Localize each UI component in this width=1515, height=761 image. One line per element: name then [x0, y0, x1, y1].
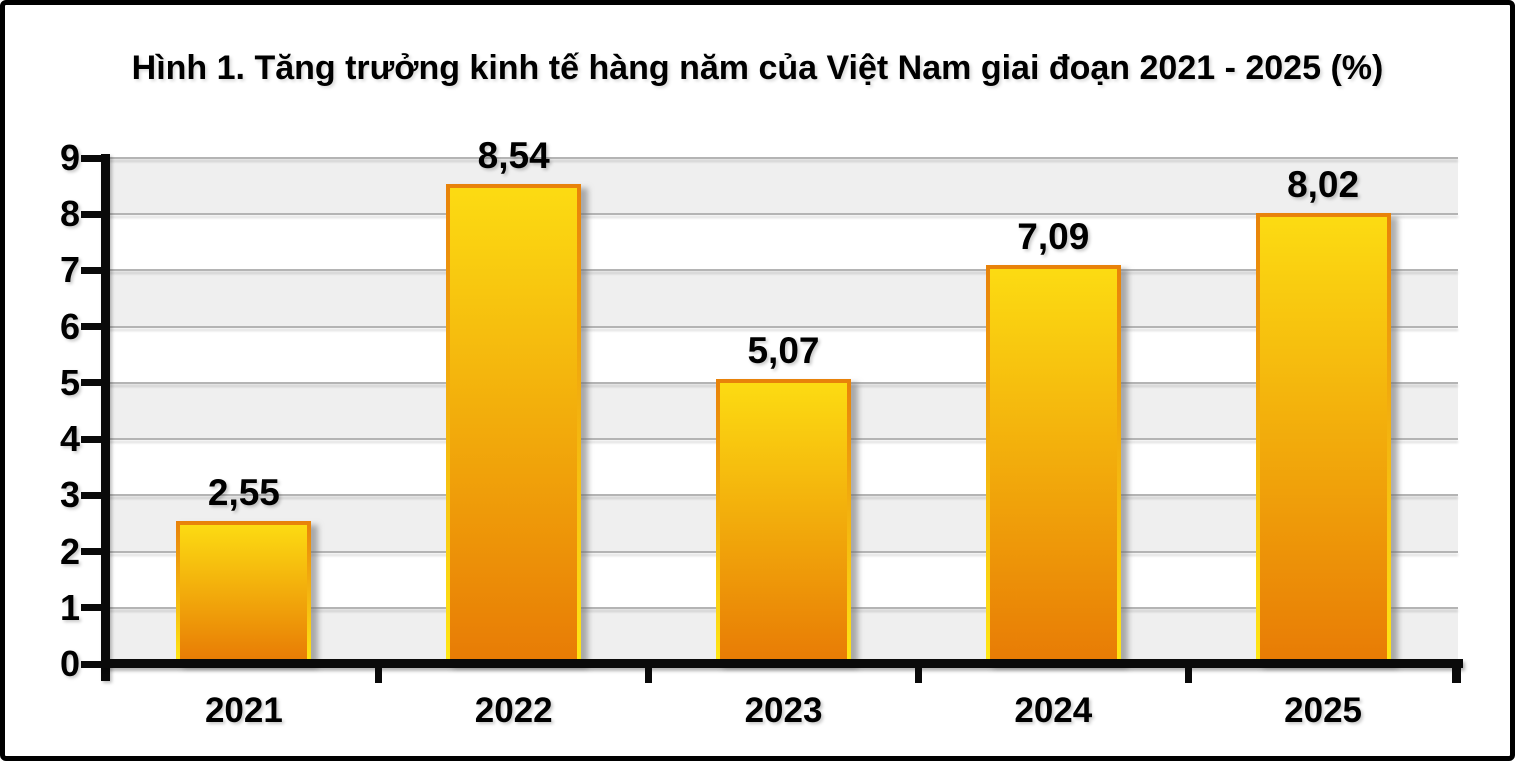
- y-axis-label-0: 0: [59, 643, 80, 684]
- y-axis-tick: [81, 435, 109, 443]
- bar-fill: [180, 524, 308, 660]
- plot-band: [109, 158, 1458, 215]
- value-label-2025: 8,02: [1287, 164, 1360, 206]
- gridline: [109, 213, 1458, 216]
- bar-fill: [989, 269, 1117, 660]
- y-axis-tick: [81, 154, 109, 162]
- plot-band: [109, 214, 1458, 271]
- y-axis-label-5: 5: [59, 361, 80, 403]
- y-axis-tick: [81, 604, 109, 612]
- x-axis-tick: [375, 659, 383, 683]
- x-axis-end-tick: [1452, 659, 1461, 683]
- x-axis-label-2022: 2022: [474, 691, 553, 730]
- gridline: [109, 325, 1458, 328]
- bar-chart: 2,55 2021 8,54 2022 5,07 2023 7,09 2024 8,02 2025…: [5, 5, 1510, 756]
- x-axis-line: [101, 659, 1463, 668]
- gridline: [109, 269, 1458, 272]
- y-axis-label-3: 3: [59, 474, 80, 516]
- value-label-2021: 2,55: [207, 471, 280, 513]
- plot-band: [109, 270, 1458, 327]
- y-axis-tick: [81, 548, 109, 556]
- plot-band: [109, 326, 1458, 383]
- bar-2022: [446, 183, 582, 664]
- bar-2021: [176, 520, 312, 664]
- y-axis-tick: [81, 323, 109, 331]
- gridline: [109, 157, 1458, 159]
- x-axis-label-2024: 2024: [1014, 691, 1093, 730]
- x-axis-label-2025: 2025: [1284, 691, 1363, 730]
- y-axis-tick: [81, 660, 109, 668]
- value-label-2023: 5,07: [747, 329, 820, 371]
- bar-2025: [1255, 213, 1391, 664]
- bar-fill: [450, 187, 578, 660]
- y-axis-label-6: 6: [59, 305, 80, 347]
- x-axis-tick: [914, 659, 922, 683]
- y-axis-label-8: 8: [59, 193, 80, 235]
- y-axis-label-4: 4: [59, 418, 80, 460]
- y-axis-label-2: 2: [59, 530, 80, 572]
- x-axis-tick: [645, 659, 653, 683]
- chart-title: Hình 1. Tăng trưởng kinh tế hàng năm của…: [131, 49, 1384, 87]
- bar-2023: [716, 378, 851, 664]
- y-axis-label-7: 7: [59, 249, 80, 291]
- bar-fill: [1259, 217, 1387, 660]
- x-axis-label-2023: 2023: [744, 691, 823, 730]
- bar-2024: [985, 265, 1121, 664]
- x-axis-tick: [1184, 659, 1192, 683]
- bar-fill: [720, 382, 847, 660]
- y-axis-tick: [81, 379, 109, 387]
- x-axis-label-2021: 2021: [204, 691, 283, 730]
- value-label-2024: 7,09: [1017, 216, 1090, 258]
- y-axis-tick: [81, 266, 109, 274]
- y-axis-label-1: 1: [59, 586, 80, 628]
- value-label-2022: 8,54: [477, 134, 550, 176]
- y-axis-line: [101, 154, 110, 681]
- y-axis-tick: [81, 210, 109, 218]
- y-axis-tick: [81, 491, 109, 499]
- y-axis-label-9: 9: [59, 137, 80, 178]
